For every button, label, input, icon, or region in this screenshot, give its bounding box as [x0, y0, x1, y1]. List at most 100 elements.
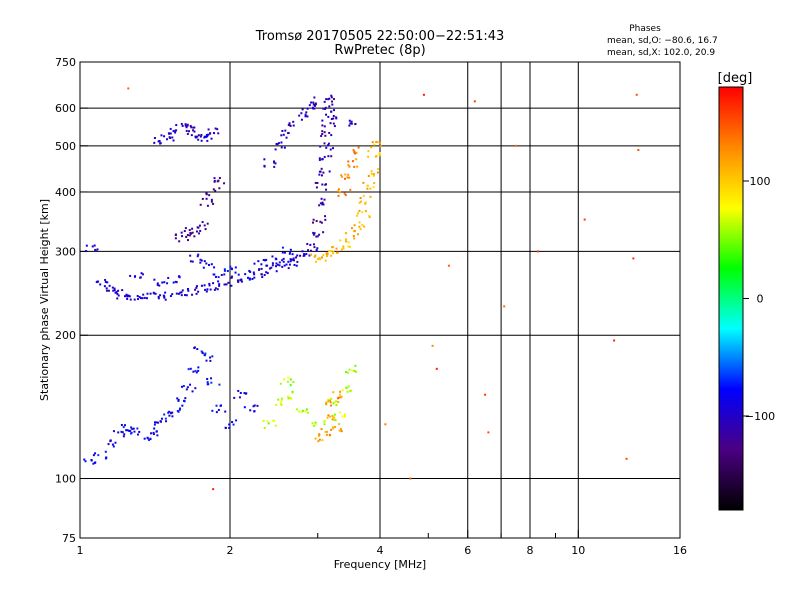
data-point [364, 202, 367, 205]
data-point [114, 291, 117, 294]
data-point [228, 423, 231, 426]
data-point [112, 430, 115, 433]
data-point [314, 421, 317, 424]
data-point [330, 134, 333, 137]
data-point [275, 403, 278, 406]
data-point [183, 230, 186, 233]
data-point [167, 132, 170, 135]
data-point [237, 273, 240, 276]
data-point [253, 410, 256, 413]
data-point [217, 280, 220, 283]
data-point [178, 408, 181, 411]
colorbar-tick-label: 100 [750, 175, 771, 188]
data-point [283, 264, 286, 267]
data-point [316, 247, 319, 250]
data-point [213, 288, 216, 291]
data-point [296, 254, 299, 257]
data-point [193, 235, 196, 238]
data-point [625, 457, 628, 460]
data-point [200, 284, 203, 287]
data-point [306, 107, 309, 110]
data-point [348, 165, 351, 168]
data-point [327, 414, 330, 417]
data-point [279, 382, 282, 385]
data-point [208, 263, 211, 266]
data-point [332, 402, 335, 405]
data-point [193, 126, 196, 129]
data-point [200, 350, 203, 353]
data-point [209, 288, 212, 291]
data-point [193, 347, 196, 350]
data-point [212, 488, 215, 491]
data-point [372, 186, 375, 189]
data-point [203, 260, 206, 263]
data-point [141, 273, 144, 276]
data-point [188, 234, 191, 237]
data-point [157, 297, 160, 300]
data-point [189, 383, 192, 386]
data-point [316, 181, 319, 184]
data-point [159, 142, 162, 145]
data-point [274, 424, 277, 427]
data-point [172, 281, 175, 284]
data-point [203, 136, 206, 139]
data-point [329, 122, 332, 125]
data-point [258, 268, 261, 271]
data-point [229, 265, 232, 268]
data-point [172, 139, 175, 142]
data-point [168, 414, 171, 417]
data-point [197, 366, 200, 369]
data-point [188, 229, 191, 232]
data-point [367, 175, 370, 178]
data-point [256, 404, 259, 407]
data-point [341, 175, 344, 178]
data-point [171, 415, 174, 418]
data-point [252, 405, 255, 408]
data-point [289, 384, 292, 387]
data-point [146, 436, 149, 439]
data-point [353, 237, 356, 240]
data-point [208, 284, 211, 287]
data-point [129, 274, 132, 277]
data-point [237, 389, 240, 392]
data-point [332, 109, 335, 112]
data-point [243, 392, 246, 395]
data-point [318, 170, 321, 173]
phase-stats-o: mean, sd,O: −80.6, 16.7 [607, 36, 718, 46]
data-point [329, 401, 332, 404]
data-point [359, 228, 362, 231]
data-point [197, 290, 200, 293]
data-point [320, 428, 323, 431]
data-point [181, 289, 184, 292]
data-point [287, 267, 290, 270]
data-point [289, 124, 292, 127]
data-point [332, 147, 335, 150]
data-point [367, 155, 370, 158]
data-point [115, 291, 118, 294]
data-point [289, 378, 292, 381]
y-tick-label: 400 [55, 186, 76, 199]
data-point [206, 288, 209, 291]
phases-heading: Phases [629, 24, 661, 34]
data-point [331, 426, 334, 429]
data-point [313, 255, 316, 258]
data-point [325, 252, 328, 255]
data-point [260, 267, 263, 270]
data-point [273, 420, 276, 423]
x-tick-label: 8 [527, 544, 534, 557]
data-point [332, 391, 335, 394]
data-point [211, 355, 214, 358]
data-point [325, 113, 328, 116]
data-point [372, 173, 375, 176]
data-point [341, 415, 344, 418]
data-point [325, 146, 328, 149]
data-point [335, 400, 338, 403]
data-point [202, 266, 205, 269]
data-point [325, 401, 328, 404]
data-point [107, 443, 110, 446]
data-point [187, 239, 190, 242]
data-point [127, 87, 130, 90]
data-point [337, 188, 340, 191]
data-point [248, 277, 251, 280]
data-point [371, 141, 374, 144]
